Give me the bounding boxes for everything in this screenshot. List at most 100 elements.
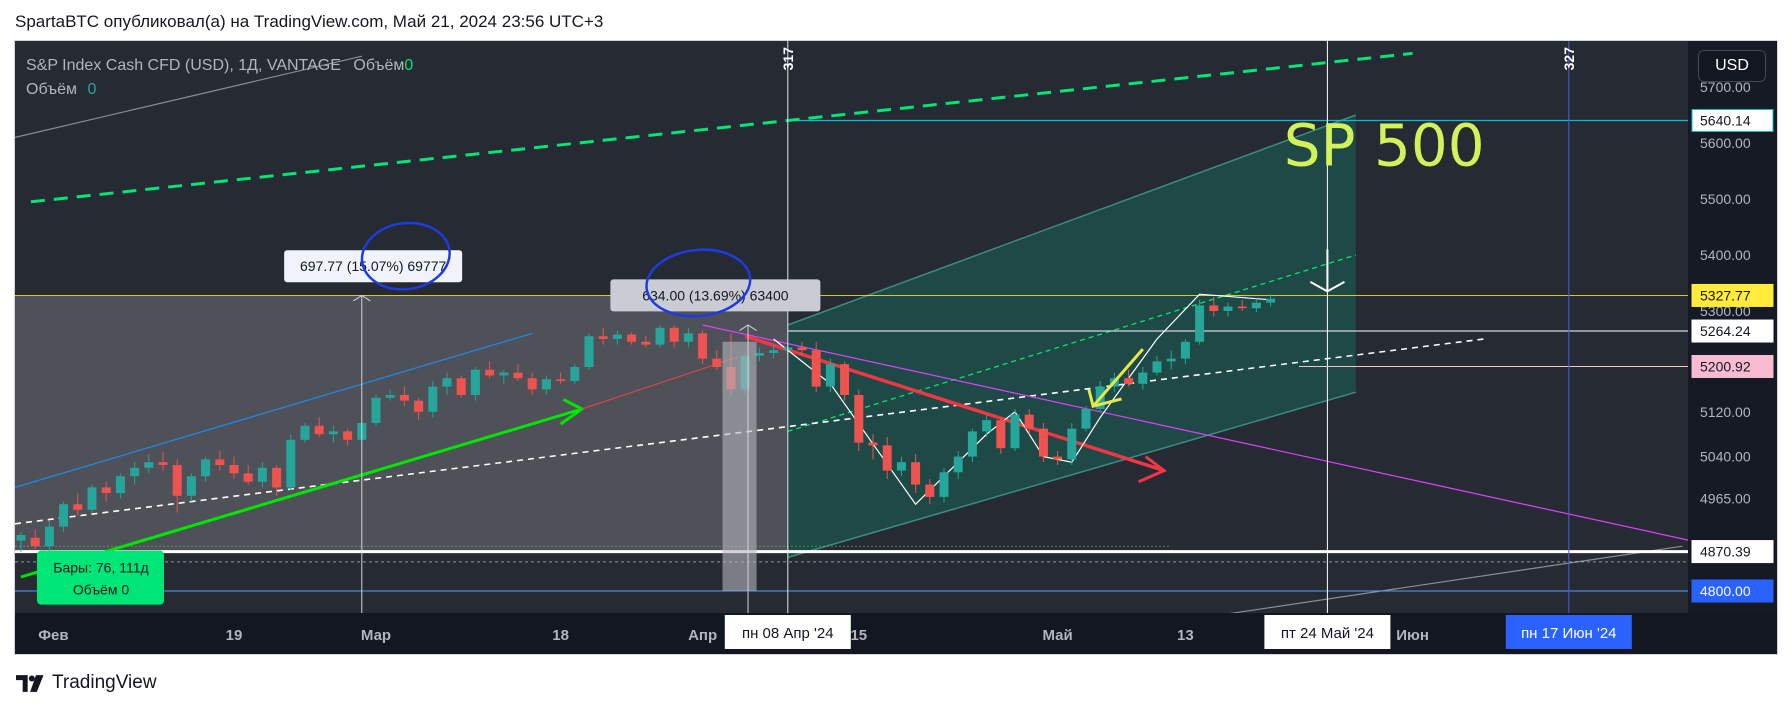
vertical-marker-327[interactable]: 327 — [1561, 41, 1577, 613]
candle[interactable] — [314, 417, 324, 437]
candle[interactable] — [201, 456, 211, 482]
candle[interactable] — [59, 501, 69, 533]
legend-symbol[interactable]: S&P Index Cash CFD (USD), 1Д, VANTAGE — [26, 57, 341, 74]
price-badge-4800.00[interactable]: 4800.00 — [1691, 579, 1774, 603]
candle[interactable] — [1195, 299, 1205, 345]
price-axis[interactable]: 5700.00 5600.00 5500.00 5400.00 5300.00 5120.… — [1688, 41, 1777, 613]
candle[interactable] — [16, 532, 26, 552]
measure-label-1[interactable]: 697.77 (15.07%) 69777 — [284, 250, 463, 283]
time-axis[interactable]: Фев 19 Мар 18 Апр 15 Май 13 Июн пн 08 Апр '24 пт 2… — [15, 613, 1777, 654]
candle[interactable] — [101, 481, 111, 502]
candle[interactable] — [286, 434, 296, 491]
candle[interactable] — [1223, 302, 1233, 317]
candle[interactable] — [1124, 369, 1134, 387]
candle[interactable] — [144, 453, 154, 474]
candle[interactable] — [229, 456, 239, 479]
candle[interactable] — [598, 327, 608, 345]
candle[interactable] — [300, 423, 310, 443]
candle[interactable] — [343, 428, 353, 446]
candle[interactable] — [1053, 451, 1063, 465]
candle[interactable] — [541, 375, 551, 395]
candle[interactable] — [797, 341, 807, 356]
date-badge-3[interactable]: пн 17 Июн '24 — [1505, 615, 1632, 649]
candle[interactable] — [1251, 298, 1261, 313]
price-badge-5640.14[interactable]: 5640.14 — [1691, 109, 1774, 133]
candle[interactable] — [811, 341, 821, 393]
candle[interactable] — [641, 336, 651, 348]
candle[interactable] — [73, 493, 83, 516]
price-badge-4870.39[interactable]: 4870.39 — [1691, 540, 1774, 564]
candle[interactable] — [513, 364, 523, 381]
candle[interactable] — [442, 372, 452, 395]
candle[interactable] — [158, 452, 168, 471]
candle[interactable] — [243, 465, 253, 485]
candle[interactable] — [896, 456, 906, 477]
candle[interactable] — [1138, 367, 1148, 390]
candle[interactable] — [215, 451, 225, 471]
candle[interactable] — [428, 381, 438, 418]
candle[interactable] — [257, 462, 267, 488]
candle[interactable] — [1209, 297, 1219, 317]
candle[interactable] — [328, 425, 338, 443]
candle[interactable] — [1024, 409, 1034, 435]
candle[interactable] — [612, 330, 622, 345]
candle[interactable] — [44, 521, 54, 552]
candle[interactable] — [939, 467, 949, 503]
candle[interactable] — [996, 417, 1006, 454]
price-badge-5200.92[interactable]: 5200.92 — [1691, 354, 1774, 378]
legend-volume2-label[interactable]: Объём — [26, 81, 77, 98]
candle[interactable] — [1067, 423, 1077, 465]
candle[interactable] — [868, 434, 878, 460]
candle[interactable] — [627, 332, 637, 345]
candle[interactable] — [1152, 355, 1162, 376]
candle[interactable] — [470, 367, 480, 401]
candle[interactable] — [414, 397, 424, 421]
candle[interactable] — [1010, 409, 1020, 451]
candle[interactable] — [754, 347, 764, 362]
date-badge-2[interactable]: пт 24 Май '24 — [1264, 615, 1391, 649]
candle[interactable] — [499, 369, 509, 384]
candle[interactable] — [669, 325, 679, 348]
candle[interactable] — [683, 327, 693, 348]
candle[interactable] — [712, 350, 722, 370]
candle[interactable] — [769, 344, 779, 359]
candle[interactable] — [371, 395, 381, 426]
candle[interactable] — [698, 330, 708, 365]
candle[interactable] — [87, 484, 97, 513]
candle[interactable] — [399, 386, 409, 407]
candle[interactable] — [1180, 339, 1190, 365]
candle[interactable] — [385, 389, 395, 401]
candle[interactable] — [172, 459, 182, 513]
candle[interactable] — [556, 372, 566, 384]
candle[interactable] — [925, 479, 935, 505]
candle[interactable] — [584, 333, 594, 370]
candle[interactable] — [967, 428, 977, 463]
candle[interactable] — [982, 414, 992, 437]
candle[interactable] — [1038, 423, 1048, 463]
price-chart[interactable]: 317 327 SP 500 697.77 (15.07%) 69777 634.00 … — [15, 41, 1777, 654]
candle[interactable] — [1266, 294, 1276, 307]
candle[interactable] — [825, 358, 835, 393]
candle[interactable] — [840, 361, 850, 401]
candle[interactable] — [854, 389, 864, 451]
candle[interactable] — [130, 462, 140, 485]
candle[interactable] — [456, 375, 466, 398]
candle[interactable] — [30, 529, 40, 549]
candle[interactable] — [485, 361, 495, 379]
price-badge-5264.24[interactable]: 5264.24 — [1691, 319, 1774, 343]
candle[interactable] — [272, 465, 282, 496]
candle[interactable] — [1166, 350, 1176, 370]
candle[interactable] — [186, 473, 196, 502]
candle[interactable] — [1081, 406, 1091, 432]
candle[interactable] — [953, 451, 963, 479]
price-badge-5327.77[interactable]: 5327.77 — [1691, 283, 1774, 307]
candle[interactable] — [882, 437, 892, 479]
currency-button[interactable]: USD — [1698, 50, 1766, 82]
candle[interactable] — [911, 453, 921, 493]
date-badge-1[interactable]: пн 08 Апр '24 — [724, 615, 851, 649]
footer-brand[interactable]: TradingView — [16, 672, 157, 694]
candle[interactable] — [115, 473, 125, 499]
vertical-marker-317[interactable]: 317 — [780, 41, 796, 613]
candle[interactable] — [527, 372, 537, 395]
candle[interactable] — [570, 364, 580, 384]
